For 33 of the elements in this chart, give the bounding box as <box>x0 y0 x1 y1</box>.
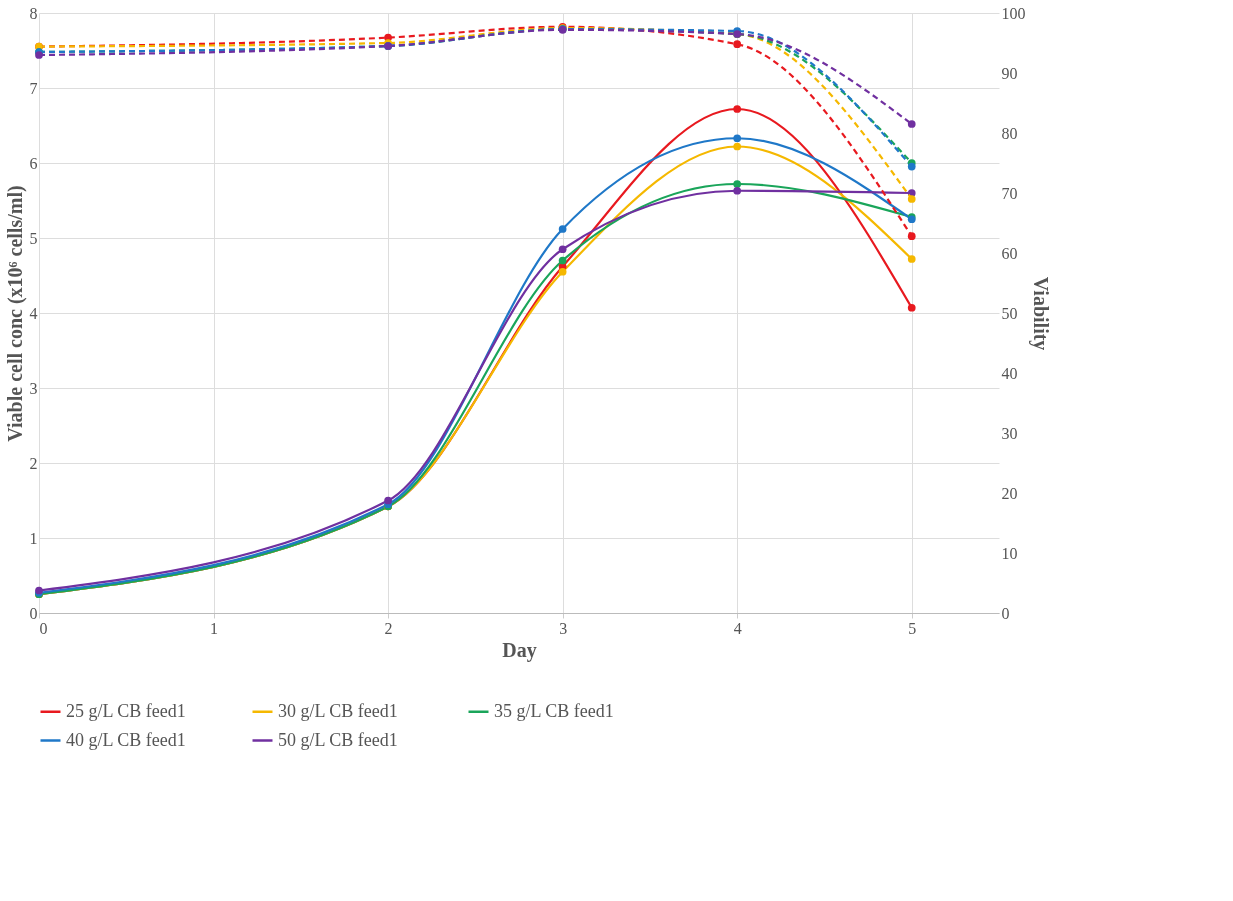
y2-tick-label: 40 <box>1001 364 1018 382</box>
y2-tick-label: 80 <box>1001 124 1018 142</box>
legend-label: 30 g/L CB feed1 <box>278 700 398 721</box>
x-tick-label: 1 <box>210 619 219 637</box>
x-tick-label: 2 <box>384 619 393 637</box>
x-tick-label: 5 <box>908 619 917 637</box>
y-tick-label: 0 <box>29 604 38 622</box>
x-axis-title: Day <box>502 638 537 662</box>
y-axis-title: Viable cell conc (x10⁶ cells/ml) <box>3 185 27 442</box>
y-tick-label: 2 <box>29 454 38 472</box>
y-tick-label: 6 <box>29 154 38 172</box>
y2-tick-label: 10 <box>1001 544 1018 562</box>
y-tick-label: 1 <box>29 529 38 547</box>
legend-label: 25 g/L CB feed1 <box>66 700 186 721</box>
y2-tick-label: 60 <box>1001 244 1018 262</box>
y2-tick-label: 20 <box>1001 484 1018 502</box>
y-tick-label: 4 <box>29 304 38 322</box>
legend-label: 35 g/L CB feed1 <box>494 700 614 721</box>
legend-label: 50 g/L CB feed1 <box>278 729 398 750</box>
y-tick-label: 7 <box>29 79 38 97</box>
y2-axis-title: Viability <box>1028 276 1052 351</box>
x-tick-label: 4 <box>733 619 742 637</box>
x-tick-label: 3 <box>559 619 568 637</box>
y2-tick-label: 30 <box>1001 424 1018 442</box>
y2-tick-label: 90 <box>1001 64 1018 82</box>
y2-tick-label: 50 <box>1001 304 1018 322</box>
legend-label: 40 g/L CB feed1 <box>66 729 186 750</box>
y2-tick-label: 0 <box>1001 604 1010 622</box>
y-tick-label: 5 <box>29 229 38 247</box>
y-tick-label: 3 <box>29 379 38 397</box>
y2-tick-label: 100 <box>1001 4 1026 22</box>
y-tick-label: 8 <box>29 4 38 22</box>
y2-tick-label: 70 <box>1001 184 1018 202</box>
